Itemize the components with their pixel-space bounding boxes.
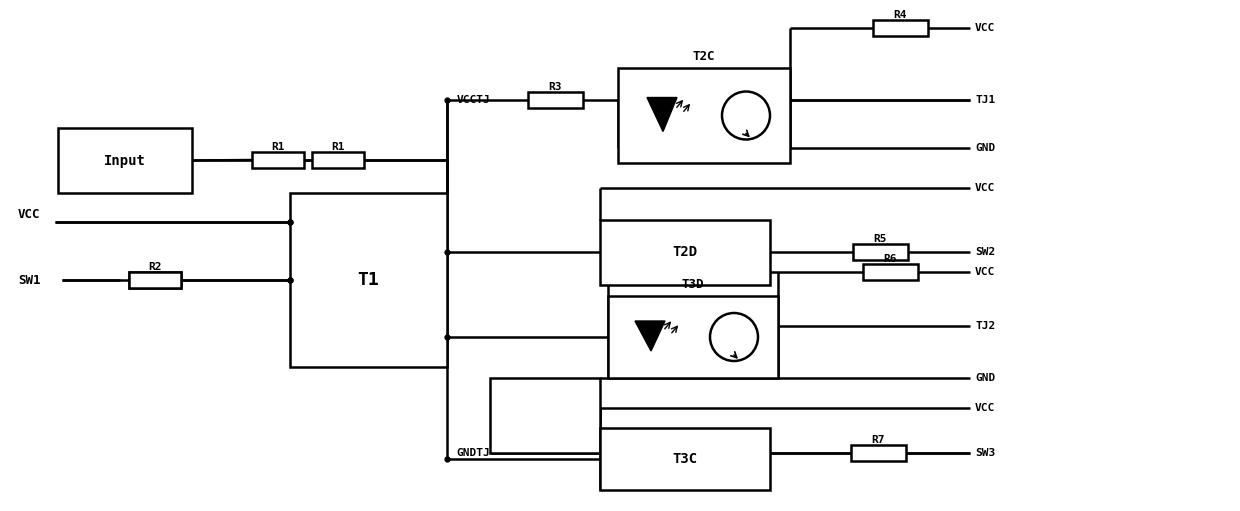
Bar	[290, 193, 446, 367]
Text: SW3: SW3	[975, 448, 996, 458]
Text: T1: T1	[357, 271, 379, 289]
Text: VCC: VCC	[19, 207, 41, 221]
Text: T3D: T3D	[682, 277, 704, 290]
Text: TJ1: TJ1	[975, 95, 996, 105]
Bar	[618, 68, 790, 163]
Text: R6: R6	[883, 254, 897, 264]
Text: R1: R1	[331, 143, 345, 152]
Bar	[873, 20, 928, 36]
Text: TJ2: TJ2	[975, 321, 996, 331]
Bar	[863, 264, 918, 280]
Text: T2C: T2C	[693, 50, 715, 62]
Text: VCC: VCC	[975, 183, 996, 193]
Text: SW2: SW2	[975, 247, 996, 257]
Bar	[129, 272, 181, 288]
Bar	[129, 272, 181, 288]
Text: GND: GND	[975, 143, 996, 153]
Text: T3C: T3C	[672, 452, 698, 466]
Text: SW1: SW1	[19, 273, 41, 287]
Text: R4: R4	[893, 10, 906, 20]
Bar	[600, 428, 770, 490]
Bar	[252, 152, 304, 168]
Text: VCC: VCC	[975, 23, 996, 33]
Bar	[58, 128, 192, 193]
Text: T2D: T2D	[672, 245, 698, 260]
Bar	[490, 378, 600, 453]
Text: R5: R5	[873, 234, 887, 244]
Text: R1: R1	[272, 142, 285, 152]
Text: Input: Input	[104, 153, 146, 168]
Bar	[853, 244, 908, 260]
Text: VCC: VCC	[975, 267, 996, 277]
Bar	[527, 92, 583, 108]
Bar	[608, 296, 777, 378]
Bar	[851, 445, 905, 461]
Bar	[312, 152, 365, 169]
Polygon shape	[635, 321, 665, 351]
Bar	[600, 220, 770, 285]
Text: VCC: VCC	[975, 403, 996, 413]
Text: VCCTJ: VCCTJ	[456, 95, 490, 105]
Text: R7: R7	[872, 435, 885, 445]
Text: R3: R3	[548, 82, 562, 92]
Text: GNDTJ: GNDTJ	[456, 448, 490, 458]
Text: R2: R2	[149, 262, 161, 272]
Polygon shape	[647, 98, 677, 131]
Text: GND: GND	[975, 373, 996, 383]
